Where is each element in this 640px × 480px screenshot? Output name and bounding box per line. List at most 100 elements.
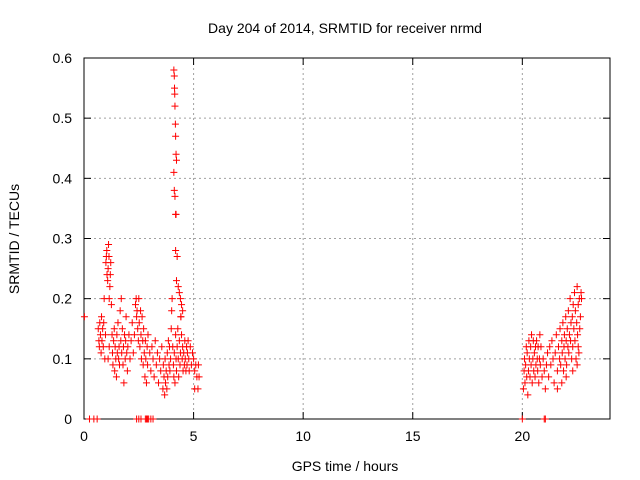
data-point bbox=[113, 331, 121, 339]
data-point bbox=[553, 385, 561, 393]
data-point bbox=[122, 313, 130, 321]
data-point bbox=[141, 373, 149, 381]
data-point bbox=[521, 379, 529, 387]
data-point bbox=[175, 373, 183, 381]
data-point bbox=[535, 379, 543, 387]
y-tick-label: 0.2 bbox=[53, 291, 73, 307]
data-point bbox=[107, 301, 115, 309]
data-point bbox=[169, 361, 177, 369]
data-point bbox=[142, 379, 150, 387]
x-tick-label: 10 bbox=[295, 428, 311, 444]
data-point bbox=[537, 343, 545, 351]
data-point bbox=[174, 325, 182, 333]
data-point bbox=[172, 367, 180, 375]
data-point bbox=[559, 319, 567, 327]
data-point bbox=[541, 415, 549, 423]
x-tick-label: 20 bbox=[515, 428, 531, 444]
data-point bbox=[168, 307, 176, 315]
data-point bbox=[105, 343, 113, 351]
data-point bbox=[104, 277, 112, 285]
data-point bbox=[172, 132, 180, 140]
data-point bbox=[546, 343, 554, 351]
data-point bbox=[98, 337, 106, 345]
data-point bbox=[568, 313, 576, 321]
data-point bbox=[561, 355, 569, 363]
data-point bbox=[124, 343, 132, 351]
chart-title: Day 204 of 2014, SRMTID for receiver nrm… bbox=[208, 20, 482, 36]
data-point bbox=[578, 295, 586, 303]
data-point bbox=[547, 361, 555, 369]
data-point bbox=[518, 415, 526, 423]
data-point bbox=[101, 331, 109, 339]
data-point bbox=[570, 289, 578, 297]
data-point bbox=[126, 355, 134, 363]
data-point bbox=[123, 349, 131, 357]
data-point bbox=[171, 90, 179, 98]
data-point bbox=[576, 313, 584, 321]
data-point bbox=[534, 367, 542, 375]
data-point bbox=[147, 367, 155, 375]
data-point bbox=[117, 295, 125, 303]
data-point bbox=[150, 373, 158, 381]
y-tick-label: 0 bbox=[64, 411, 72, 427]
data-point bbox=[550, 379, 558, 387]
data-point bbox=[171, 84, 179, 92]
data-point bbox=[167, 325, 175, 333]
data-point bbox=[111, 367, 119, 375]
y-axis-label: SRMTID / TECUs bbox=[6, 184, 22, 294]
data-point bbox=[164, 373, 172, 381]
data-point bbox=[566, 295, 574, 303]
data-point bbox=[155, 379, 163, 387]
data-point bbox=[541, 385, 549, 393]
data-point bbox=[562, 373, 570, 381]
y-tick-label: 0.1 bbox=[53, 351, 73, 367]
data-point bbox=[530, 349, 538, 357]
data-point bbox=[171, 379, 179, 387]
data-point bbox=[137, 307, 145, 315]
data-point bbox=[105, 253, 113, 261]
data-point bbox=[558, 349, 566, 357]
data-point bbox=[146, 349, 154, 357]
data-point bbox=[172, 277, 180, 285]
data-point bbox=[151, 337, 159, 345]
data-point bbox=[129, 349, 137, 357]
data-point bbox=[570, 325, 578, 333]
x-tick-label: 0 bbox=[80, 428, 88, 444]
data-point bbox=[120, 379, 128, 387]
data-point bbox=[565, 349, 573, 357]
data-point bbox=[191, 367, 199, 375]
data-point bbox=[172, 210, 180, 218]
data-point bbox=[573, 361, 581, 369]
data-point bbox=[552, 331, 560, 339]
data-point bbox=[191, 385, 199, 393]
data-point bbox=[141, 337, 149, 345]
data-point bbox=[565, 331, 573, 339]
data-point bbox=[164, 337, 172, 345]
data-point bbox=[536, 361, 544, 369]
data-point bbox=[524, 391, 532, 399]
data-point bbox=[577, 289, 585, 297]
axis-tick-labels: 0 5 10 15 20 0 0.1 0.2 0.3 0.4 0.5 0.6 bbox=[53, 50, 531, 444]
data-point bbox=[103, 247, 111, 255]
data-point bbox=[576, 325, 584, 333]
data-point bbox=[149, 355, 157, 363]
data-point bbox=[152, 361, 160, 369]
data-point bbox=[171, 192, 179, 200]
data-point bbox=[112, 373, 120, 381]
data-point bbox=[98, 313, 106, 321]
data-point bbox=[107, 259, 115, 267]
data-point bbox=[575, 349, 583, 357]
data-point bbox=[538, 373, 546, 381]
data-point bbox=[533, 337, 541, 345]
data-point bbox=[138, 313, 146, 321]
data-point bbox=[519, 385, 527, 393]
data-point bbox=[170, 168, 178, 176]
data-point bbox=[549, 355, 557, 363]
data-point bbox=[148, 343, 156, 351]
data-point bbox=[140, 325, 148, 333]
data-point bbox=[536, 331, 544, 339]
data-point bbox=[104, 265, 112, 273]
data-point bbox=[127, 337, 135, 345]
data-point bbox=[544, 349, 552, 357]
data-point bbox=[175, 289, 183, 297]
